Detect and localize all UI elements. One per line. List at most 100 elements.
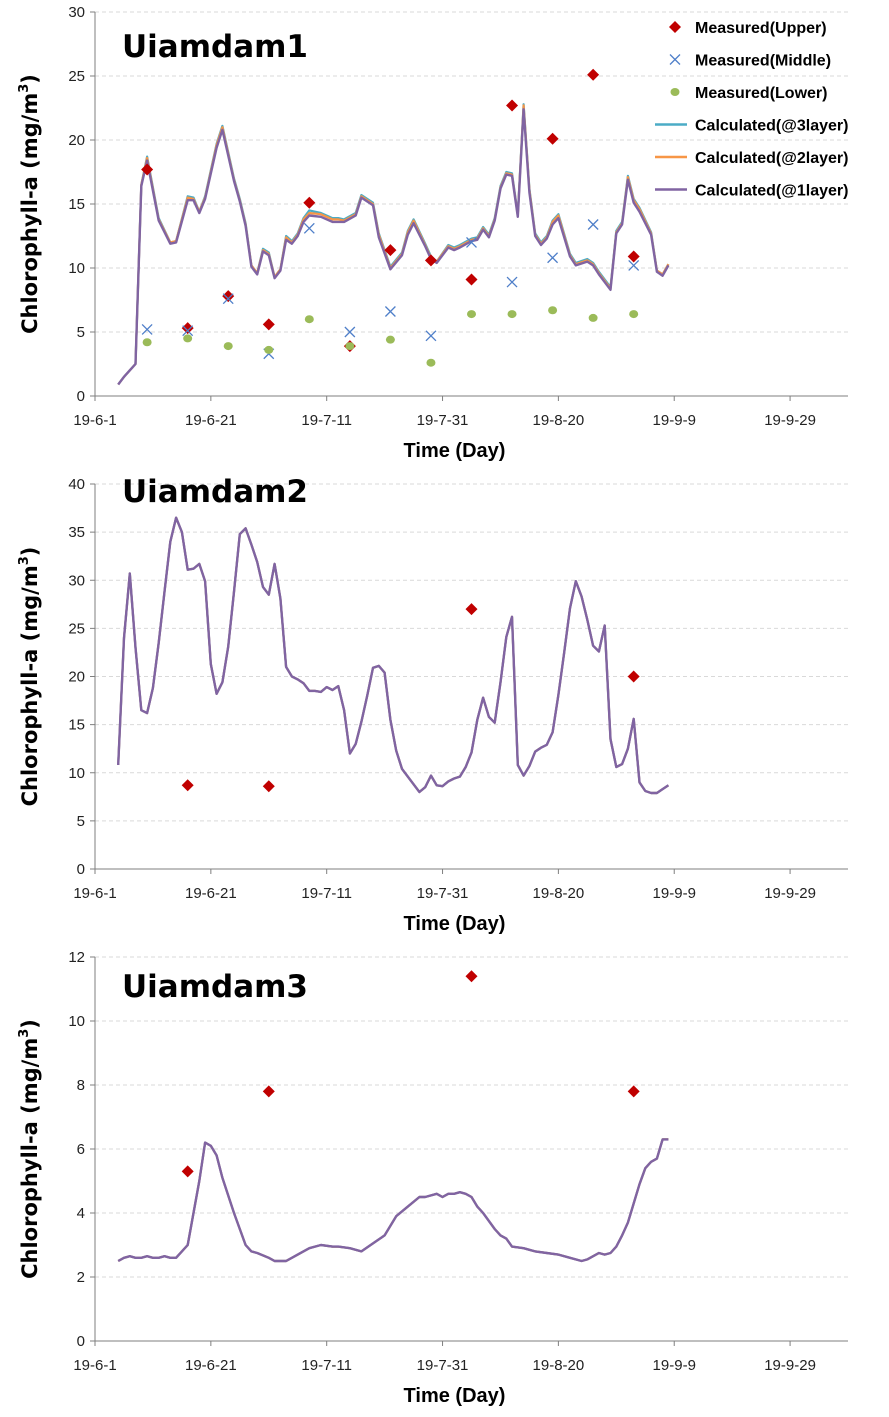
x-tick-label: 19-7-31 (417, 885, 469, 902)
legend-item-lower: Measured(Lower) (670, 85, 827, 102)
legend-label: Calculated(@1layer) (695, 183, 848, 200)
legend-label: Calculated(@3layer) (695, 118, 848, 135)
data-point-measured-upper (222, 290, 235, 303)
series-line-calculated-2layer (117, 516, 670, 795)
y-axis-title-text: Chlorophyll-a (mg/m (18, 93, 42, 334)
y-tick-label: 0 (77, 1333, 85, 1350)
chart-panel-1: 0 5 10 15 20 25 30 19-6-1 19-6-21 19-7-11 19-7-31 1… (17, 4, 848, 462)
x-tick-label: 19-9-9 (653, 885, 696, 902)
diamond-marker-icon (669, 21, 681, 33)
data-point-measured-middle (303, 222, 315, 234)
data-point-measured-upper (506, 99, 519, 112)
y-axis-title-superscript: 3 (17, 556, 32, 565)
x-tick-label: 19-8-20 (533, 885, 585, 902)
y-axis-title-close: ) (18, 74, 42, 84)
y-tick-label: 10 (68, 260, 85, 277)
x-tick-label: 19-6-21 (185, 412, 237, 429)
y-axis-title-superscript: 3 (17, 84, 32, 93)
x-tick-label: 19-6-21 (185, 1357, 237, 1374)
y-tick-label: 5 (77, 324, 85, 341)
data-point-measured-lower (629, 310, 639, 319)
data-point-measured-upper (262, 318, 275, 331)
series-line-calculated-2layer (117, 1138, 669, 1263)
data-point-measured-upper (303, 196, 316, 209)
data-point-measured-upper (181, 779, 194, 792)
x-axis-title: Time (Day) (404, 913, 506, 935)
x-tick-label: 19-7-11 (301, 412, 352, 429)
x-tick-label: 19-9-9 (653, 1357, 696, 1374)
chart-title: Uiamdam1 (122, 29, 308, 65)
series-line-calculated-3layer (117, 1138, 669, 1263)
data-point-measured-middle (506, 276, 518, 288)
series-line-calculated-1layer (117, 516, 670, 795)
y-tick-label: 20 (68, 132, 85, 149)
y-axis-title-text: Chlorophyll-a (mg/m (18, 1038, 42, 1279)
data-point-measured-upper (587, 68, 600, 81)
data-point-measured-upper (465, 273, 478, 286)
y-axis-title: Chlorophyll-a (mg/m3) (17, 547, 42, 807)
legend-item-layer3: Calculated(@3layer) (655, 118, 848, 135)
y-axis-title: Chlorophyll-a (mg/m3) (17, 1019, 42, 1279)
y-tick-label: 15 (68, 717, 85, 734)
data-point-measured-middle (182, 325, 194, 337)
data-point-measured-upper (627, 1085, 640, 1098)
x-tick-label: 19-6-1 (73, 1357, 116, 1374)
legend-label: Measured(Middle) (695, 53, 831, 70)
x-tick-label: 19-9-9 (653, 412, 696, 429)
series-line-calculated-1layer (117, 108, 670, 386)
y-tick-label: 4 (77, 1205, 85, 1222)
y-axis-title-superscript: 3 (17, 1029, 32, 1038)
y-tick-label: 30 (68, 4, 85, 21)
data-point-measured-lower (426, 358, 436, 367)
series-line-calculated-1layer (117, 1138, 669, 1263)
data-point-measured-upper (465, 970, 478, 983)
legend-item-upper: Measured(Upper) (669, 20, 827, 37)
data-point-measured-upper (262, 1085, 275, 1098)
legend: Measured(Upper) Measured(Middle) Measured(… (655, 20, 848, 200)
data-point-measured-lower (548, 306, 558, 315)
y-axis-title: Chlorophyll-a (mg/m3) (17, 74, 42, 334)
data-point-measured-lower (345, 342, 355, 351)
data-point-measured-middle (344, 326, 356, 338)
y-tick-label: 25 (68, 68, 85, 85)
y-tick-label: 35 (68, 524, 85, 541)
x-tick-label: 19-9-29 (764, 412, 816, 429)
y-tick-label: 25 (68, 620, 85, 637)
y-axis-title-close: ) (18, 1019, 42, 1029)
y-tick-label: 0 (77, 388, 85, 405)
legend-item-layer2: Calculated(@2layer) (655, 150, 848, 167)
x-tick-label: 19-9-29 (764, 1357, 816, 1374)
y-tick-label: 0 (77, 861, 85, 878)
data-point-measured-lower (223, 342, 233, 351)
chart-panel-2: 0 5 10 15 20 25 30 35 40 19-6-1 19-6-21 19-7-11 19-7… (17, 474, 848, 935)
data-point-measured-middle (466, 236, 477, 248)
x-tick-label: 19-6-1 (73, 412, 116, 429)
circle-marker-icon (670, 88, 680, 96)
legend-label: Measured(Lower) (695, 85, 827, 102)
chart-panel-3: 0 2 4 6 8 10 12 19-6-1 19-6-21 19-7-11 19-7-31 19-8… (17, 949, 848, 1407)
x-tick-label: 19-7-11 (301, 1357, 352, 1374)
y-tick-label: 6 (77, 1141, 85, 1158)
y-tick-label: 15 (68, 196, 85, 213)
chart-title: Uiamdam2 (122, 474, 308, 510)
data-point-measured-middle (628, 259, 640, 271)
y-tick-label: 2 (77, 1269, 85, 1286)
data-point-measured-upper (546, 132, 559, 145)
x-axis-title: Time (Day) (404, 1385, 506, 1407)
y-axis-title-close: ) (18, 547, 42, 557)
x-tick-label: 19-7-31 (417, 412, 469, 429)
data-point-measured-lower (467, 310, 476, 319)
data-point-measured-lower (588, 313, 598, 322)
data-point-measured-upper (627, 670, 640, 683)
y-tick-label: 30 (68, 572, 85, 589)
x-tick-label: 19-8-20 (533, 412, 585, 429)
y-tick-label: 10 (68, 1013, 85, 1030)
x-marker-icon (669, 54, 681, 65)
data-point-measured-upper (262, 780, 275, 793)
data-point-measured-upper (181, 1165, 194, 1178)
data-point-measured-middle (222, 293, 234, 305)
data-point-measured-lower (142, 338, 152, 347)
legend-item-middle: Measured(Middle) (669, 53, 831, 70)
